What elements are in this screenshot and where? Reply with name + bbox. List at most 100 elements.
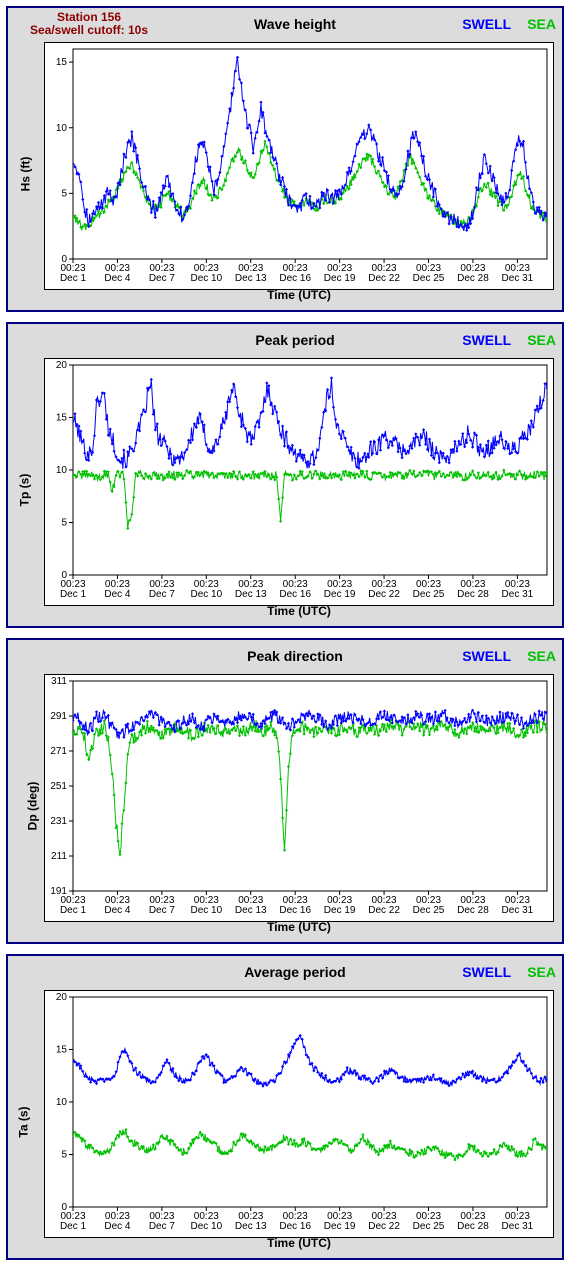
svg-text:Dec 28: Dec 28 (457, 905, 489, 916)
svg-text:10: 10 (56, 1097, 68, 1108)
svg-text:Dec 7: Dec 7 (149, 273, 176, 284)
svg-text:Dec 10: Dec 10 (190, 1221, 222, 1232)
svg-text:Dec 31: Dec 31 (502, 589, 534, 600)
svg-text:Dec 25: Dec 25 (413, 589, 445, 600)
legend: SWELL SEA (426, 648, 556, 664)
station-info: Station 156 Sea/swell cutoff: 10s (14, 11, 164, 37)
plot-wave-height: 051015 00:23Dec 100:23Dec 400:23Dec 700:… (44, 42, 554, 290)
svg-text:271: 271 (50, 746, 67, 757)
svg-text:Dec 22: Dec 22 (368, 905, 400, 916)
panel-title: Average period (164, 964, 426, 980)
svg-text:Dec 4: Dec 4 (104, 905, 131, 916)
x-axis-label: Time (UTC) (44, 920, 554, 934)
svg-text:Dec 31: Dec 31 (502, 1221, 534, 1232)
svg-text:10: 10 (56, 465, 68, 476)
plot-wrap: Ta (s) 05101520 00:23Dec 100:23Dec 400:2… (8, 986, 562, 1258)
svg-text:Dec 22: Dec 22 (368, 1221, 400, 1232)
svg-text:15: 15 (56, 413, 68, 424)
legend-swell: SWELL (462, 964, 511, 980)
legend: SWELL SEA (426, 964, 556, 980)
svg-text:251: 251 (50, 781, 67, 792)
svg-text:Dec 22: Dec 22 (368, 589, 400, 600)
svg-text:Dec 19: Dec 19 (324, 905, 356, 916)
svg-text:Dec 10: Dec 10 (190, 905, 222, 916)
svg-text:20: 20 (56, 992, 68, 1003)
svg-text:Dec 25: Dec 25 (413, 1221, 445, 1232)
legend-sea: SEA (527, 964, 556, 980)
plot-wrap: Dp (deg) 191211231251271291311 00:23Dec … (8, 670, 562, 942)
svg-text:Dec 28: Dec 28 (457, 273, 489, 284)
panel-average-period: Average period SWELL SEA Ta (s) 05101520… (6, 954, 564, 1260)
legend-sea: SEA (527, 332, 556, 348)
svg-text:Dec 1: Dec 1 (60, 1221, 87, 1232)
y-axis-label: Ta (s) (17, 1106, 31, 1137)
panel-header: Peak direction SWELL SEA (8, 640, 562, 670)
svg-text:Dec 4: Dec 4 (104, 273, 131, 284)
legend-swell: SWELL (462, 16, 511, 32)
svg-text:Dec 31: Dec 31 (502, 273, 534, 284)
x-axis-label: Time (UTC) (44, 1236, 554, 1250)
svg-text:Dec 1: Dec 1 (60, 905, 87, 916)
panel-header: Average period SWELL SEA (8, 956, 562, 986)
svg-text:311: 311 (51, 676, 67, 687)
x-axis-label: Time (UTC) (44, 288, 554, 302)
plot-wrap: Tp (s) 05101520 00:23Dec 100:23Dec 400:2… (8, 354, 562, 626)
svg-text:Dec 13: Dec 13 (235, 1221, 267, 1232)
svg-text:15: 15 (56, 57, 68, 68)
plot-average-period: 05101520 00:23Dec 100:23Dec 400:23Dec 70… (44, 990, 554, 1238)
svg-text:Dec 16: Dec 16 (279, 273, 311, 284)
svg-text:Dec 25: Dec 25 (413, 905, 445, 916)
y-axis-label: Tp (s) (17, 474, 31, 507)
svg-text:211: 211 (51, 851, 67, 862)
svg-text:10: 10 (56, 123, 68, 134)
y-axis-label: Hs (ft) (18, 157, 32, 192)
panels-container: Station 156 Sea/swell cutoff: 10s Wave h… (6, 6, 564, 1260)
svg-text:Dec 31: Dec 31 (502, 905, 534, 916)
svg-text:Dec 28: Dec 28 (457, 589, 489, 600)
svg-text:Dec 19: Dec 19 (324, 1221, 356, 1232)
svg-text:Dec 1: Dec 1 (60, 589, 87, 600)
svg-text:Dec 16: Dec 16 (279, 589, 311, 600)
panel-header: Station 156 Sea/swell cutoff: 10s Wave h… (8, 8, 562, 38)
panel-peak-direction: Peak direction SWELL SEA Dp (deg) 191211… (6, 638, 564, 944)
svg-text:Dec 13: Dec 13 (235, 273, 267, 284)
panel-wave-height: Station 156 Sea/swell cutoff: 10s Wave h… (6, 6, 564, 312)
svg-text:Dec 4: Dec 4 (104, 589, 131, 600)
svg-text:Dec 16: Dec 16 (279, 1221, 311, 1232)
svg-text:Dec 10: Dec 10 (190, 273, 222, 284)
svg-text:Dec 7: Dec 7 (149, 589, 176, 600)
panel-header: Peak period SWELL SEA (8, 324, 562, 354)
svg-text:20: 20 (56, 360, 68, 371)
svg-text:Dec 4: Dec 4 (104, 1221, 131, 1232)
y-axis-label: Dp (deg) (25, 782, 39, 831)
legend-sea: SEA (527, 648, 556, 664)
svg-text:Dec 7: Dec 7 (149, 905, 176, 916)
svg-text:5: 5 (61, 188, 67, 199)
svg-text:5: 5 (61, 518, 67, 529)
svg-text:Dec 22: Dec 22 (368, 273, 400, 284)
svg-text:Dec 10: Dec 10 (190, 589, 222, 600)
plot-peak-direction: 191211231251271291311 00:23Dec 100:23Dec… (44, 674, 554, 922)
panel-peak-period: Peak period SWELL SEA Tp (s) 05101520 00… (6, 322, 564, 628)
plot-wrap: Hs (ft) 051015 00:23Dec 100:23Dec 400:23… (8, 38, 562, 310)
station-cutoff: Sea/swell cutoff: 10s (14, 24, 164, 37)
panel-title: Peak period (164, 332, 426, 348)
svg-text:Dec 7: Dec 7 (149, 1221, 176, 1232)
svg-text:5: 5 (61, 1150, 67, 1161)
svg-text:Dec 16: Dec 16 (279, 905, 311, 916)
legend-sea: SEA (527, 16, 556, 32)
svg-text:291: 291 (50, 711, 67, 722)
legend-swell: SWELL (462, 648, 511, 664)
panel-title: Wave height (164, 16, 426, 32)
legend: SWELL SEA (426, 332, 556, 348)
svg-text:15: 15 (56, 1045, 68, 1056)
legend: SWELL SEA (426, 16, 556, 32)
panel-title: Peak direction (164, 648, 426, 664)
svg-text:Dec 13: Dec 13 (235, 589, 267, 600)
svg-text:231: 231 (50, 816, 67, 827)
svg-text:Dec 19: Dec 19 (324, 589, 356, 600)
svg-text:Dec 28: Dec 28 (457, 1221, 489, 1232)
svg-text:Dec 25: Dec 25 (413, 273, 445, 284)
x-axis-label: Time (UTC) (44, 604, 554, 618)
svg-text:Dec 19: Dec 19 (324, 273, 356, 284)
